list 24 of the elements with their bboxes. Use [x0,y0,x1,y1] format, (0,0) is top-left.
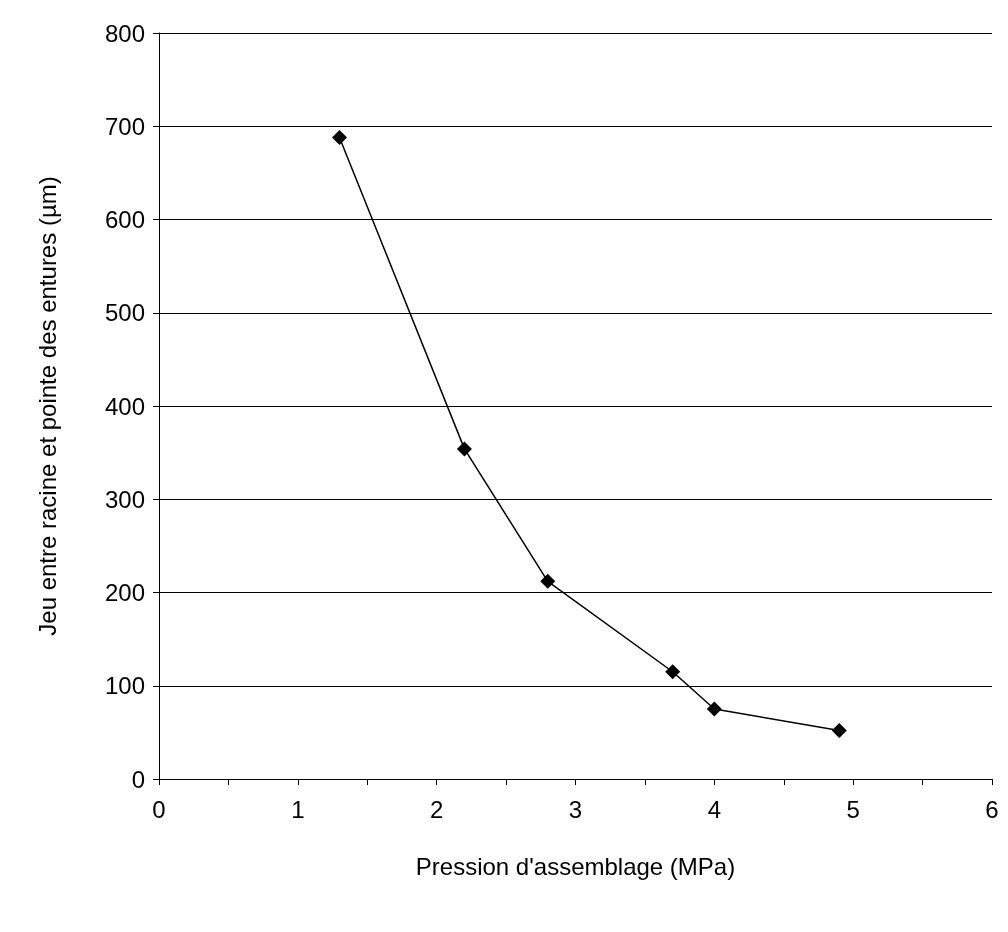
x-tick-label: 6 [985,795,999,823]
x-tick-label: 3 [568,795,583,823]
x-tick-label: 5 [846,795,860,823]
x-tick-label: 1 [291,795,305,823]
point [665,664,681,680]
point [831,723,847,739]
y-axis-title: Jeu entre racine et pointe des entures (µm) [33,176,61,636]
point [456,441,472,457]
y-tick-label: 100 [104,672,145,700]
x-tick-label: 2 [429,795,444,823]
y-tick-label: 500 [104,299,145,327]
x-tick-label: 4 [707,795,722,823]
y-tick-label: 200 [104,579,145,606]
point [331,129,347,145]
x-tick-label: 0 [152,795,166,823]
y-tick-label: 300 [104,485,145,513]
y-tick-label: 800 [104,19,145,47]
x-axis-title: Pression d'assemblage (MPa) [415,852,736,880]
point [540,573,556,589]
y-tick-label: 700 [104,112,145,140]
point [706,701,722,717]
y-tick-label: 0 [131,765,145,793]
y-tick-label: 600 [104,206,145,233]
y-tick-label: 400 [104,392,145,420]
